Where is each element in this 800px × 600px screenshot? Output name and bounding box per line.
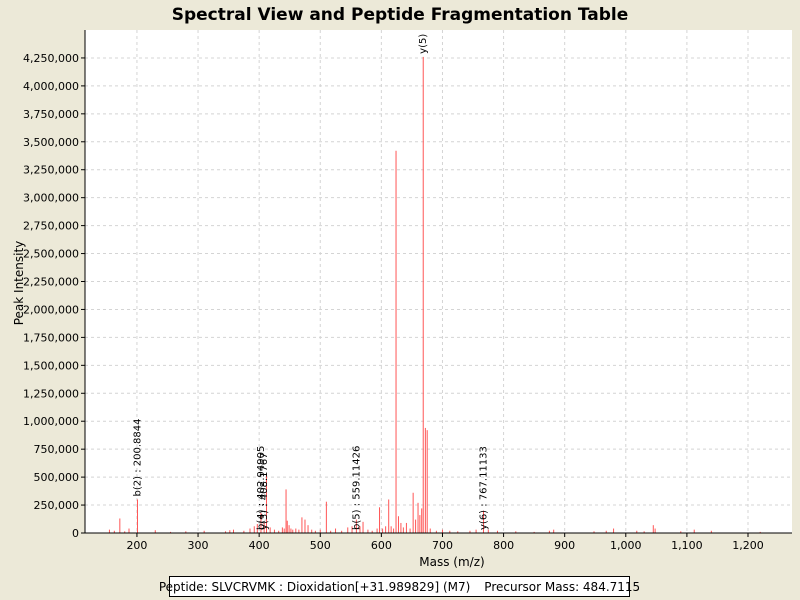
x-axis-label: Mass (m/z) [419, 555, 484, 569]
y-tick-label: 2,000,000 [23, 303, 79, 316]
chart-title: Spectral View and Peptide Fragmentation … [172, 5, 629, 25]
grid [85, 30, 792, 533]
legend-precursor: Precursor Mass: 484.7115 [484, 579, 641, 594]
peak-annotation: b(2) : 200.8844 [132, 418, 143, 496]
y-tick-label: 500,000 [34, 471, 80, 484]
tick-labels: 0 250,000 500,000 750,000 1,000,000 1,250,000… [23, 52, 764, 552]
y-tick-label: 4,250,000 [23, 52, 79, 65]
y-tick-label: 4,000,000 [23, 80, 79, 93]
peak-annotation: y(5) [418, 34, 429, 54]
x-tick-label: 1,200 [732, 539, 764, 552]
y-tick-label: 3,000,000 [23, 192, 79, 205]
y-tick-label: 750,000 [34, 443, 80, 456]
y-tick-label: 250,000 [34, 499, 80, 512]
y-tick-label: 1,000,000 [23, 415, 79, 428]
x-tick-label: 1,100 [671, 539, 703, 552]
y-axis-label: Peak Intensity [12, 241, 26, 326]
x-tick-label: 900 [554, 539, 575, 552]
y-tick-label: 3,250,000 [23, 164, 79, 177]
x-tick-label: 800 [493, 539, 514, 552]
x-tick-label: 1,000 [610, 539, 642, 552]
y-tick-label: 2,500,000 [23, 248, 79, 261]
x-tick-label: 400 [249, 539, 270, 552]
y-tick-label: 3,750,000 [23, 108, 79, 121]
x-tick-label: 200 [126, 539, 147, 552]
x-tick-label: 500 [310, 539, 331, 552]
x-tick-label: 300 [188, 539, 209, 552]
peaks [108, 56, 761, 533]
y-tick-label: 2,750,000 [23, 220, 79, 233]
peak-annotation: y(6) : 767.11133 [478, 446, 489, 530]
peak-annotation: y(3) : 408.1767 [259, 452, 270, 530]
legend-box: Peptide: SLVCRVMK : Dioxidation[+31.9898… [159, 576, 640, 597]
y-tick-label: 1,250,000 [23, 387, 79, 400]
peak-annotation: b(5) : 559.11426 [351, 446, 362, 530]
y-tick-label: 1,750,000 [23, 331, 79, 344]
x-tick-label: 600 [371, 539, 392, 552]
legend-peptide: Peptide: SLVCRVMK : Dioxidation[+31.9898… [158, 579, 471, 594]
y-tick-label: 3,500,000 [23, 136, 79, 149]
x-tick-label: 700 [432, 539, 453, 552]
peak-annotation: b(4) : 402.94905 [256, 446, 267, 530]
y-tick-label: 0 [72, 527, 79, 540]
axes [81, 30, 792, 537]
y-tick-label: 2,250,000 [23, 276, 79, 289]
y-tick-label: 1,500,000 [23, 359, 79, 372]
